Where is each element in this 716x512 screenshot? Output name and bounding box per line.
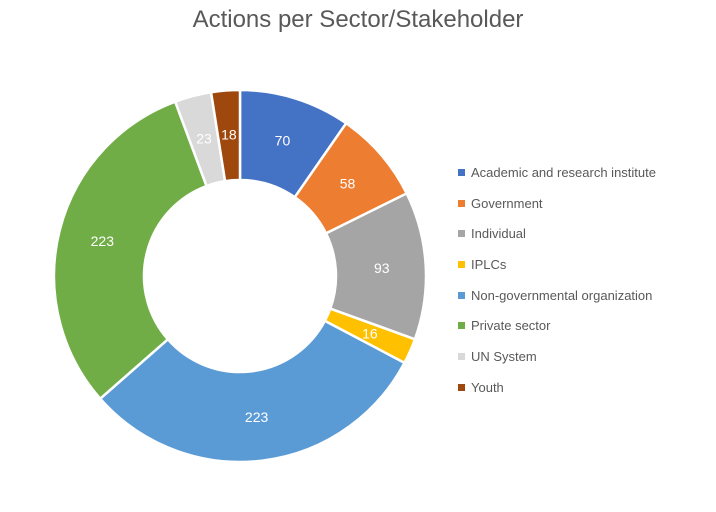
legend-label: Government: [471, 195, 543, 211]
legend-item: Government: [458, 188, 708, 219]
legend-label: IPLCs: [471, 256, 507, 272]
legend-swatch: [458, 322, 465, 330]
legend-swatch: [458, 199, 465, 207]
slice-youth: [209, 88, 242, 183]
legend: Academic and research institute Governmen…: [458, 157, 708, 403]
legend-item: UN System: [458, 341, 708, 372]
legend-label: Individual: [471, 226, 526, 242]
slice-labels: 70 58 93 16 223 223 23 18: [91, 126, 390, 425]
legend-swatch: [458, 230, 465, 238]
legend-swatch: [458, 260, 465, 268]
data-label: 70: [275, 133, 291, 149]
legend-item: Private sector: [458, 310, 708, 341]
data-label: 18: [221, 126, 237, 142]
legend-label: Non-governmental organization: [471, 287, 653, 303]
legend-label: Academic and research institute: [471, 164, 656, 180]
slice-non-governmental-organization: [98, 319, 406, 464]
legend-item: IPLCs: [458, 249, 708, 280]
legend-swatch: [458, 291, 465, 299]
legend-label: UN System: [471, 348, 537, 364]
data-label: 93: [374, 260, 390, 276]
donut-slices: [52, 88, 428, 464]
legend-item: Academic and research institute: [458, 157, 708, 188]
legend-item: Youth: [458, 372, 708, 403]
data-label: 223: [91, 233, 115, 249]
legend-swatch: [458, 168, 465, 176]
chart-title: Actions per Sector/Stakeholder: [192, 6, 524, 33]
legend-item: Non-governmental organization: [458, 280, 708, 311]
data-label: 58: [340, 175, 356, 191]
data-label: 223: [245, 409, 269, 425]
legend-swatch: [458, 383, 465, 391]
data-label: 16: [362, 325, 378, 341]
legend-item: Individual: [458, 218, 708, 249]
legend-swatch: [458, 352, 465, 360]
slice-private-sector: [52, 100, 208, 400]
legend-label: Youth: [471, 379, 504, 395]
legend-label: Private sector: [471, 318, 551, 334]
data-label: 23: [196, 131, 212, 147]
